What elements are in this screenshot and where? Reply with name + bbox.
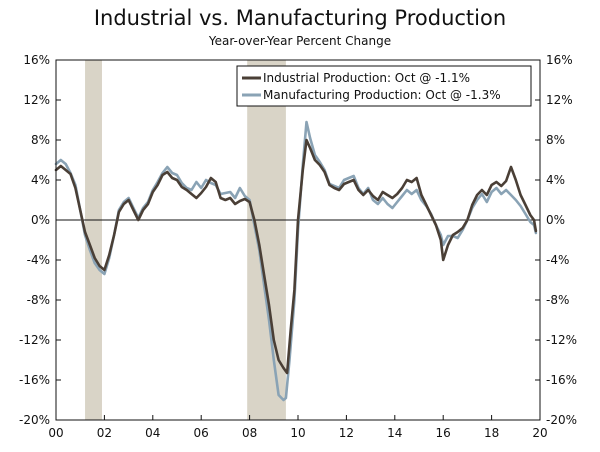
legend: Industrial Production: Oct @ -1.1% Manufa… xyxy=(236,65,532,107)
y-tick-label-left: -8% xyxy=(27,293,50,307)
chart-subtitle: Year-over-Year Percent Change xyxy=(208,34,392,48)
y-tick-label-left: -16% xyxy=(19,373,50,387)
x-tick-label: 04 xyxy=(145,426,160,440)
recession-band-1 xyxy=(85,60,102,420)
y-tick-label-left: 4% xyxy=(31,173,50,187)
y-tick-label-left: -4% xyxy=(27,253,50,267)
legend-label-industrial: Industrial Production: Oct @ -1.1% xyxy=(263,71,470,85)
y-tick-label-right: 12% xyxy=(546,93,573,107)
x-tick-label: 08 xyxy=(242,426,257,440)
y-tick-label-right: -12% xyxy=(546,333,577,347)
legend-label-manufacturing: Manufacturing Production: Oct @ -1.3% xyxy=(263,88,501,102)
x-tick-label: 16 xyxy=(436,426,451,440)
y-tick-label-left: -20% xyxy=(19,413,50,427)
y-tick-label-left: 12% xyxy=(23,93,50,107)
x-tick-label: 06 xyxy=(194,426,209,440)
axis-ticks: 16% 16% 12% 12% 8% 8% 4% 4% 0% 0% -4% -4% -8% -8% -12%… xyxy=(19,53,577,440)
x-tick-label: 12 xyxy=(339,426,354,440)
y-tick-label-left: 0% xyxy=(31,213,50,227)
y-tick-label-right: 0% xyxy=(546,213,565,227)
x-tick-label: 20 xyxy=(532,426,547,440)
legend-box xyxy=(236,65,532,107)
y-tick-label-right: 4% xyxy=(546,173,565,187)
y-tick-label-right: 8% xyxy=(546,133,565,147)
y-tick-label-right: 16% xyxy=(546,53,573,67)
y-tick-label-left: 8% xyxy=(31,133,50,147)
x-tick-label: 14 xyxy=(387,426,402,440)
chart-title: Industrial vs. Manufacturing Production xyxy=(93,6,507,30)
y-tick-label-right: -4% xyxy=(546,253,569,267)
x-tick-label: 10 xyxy=(290,426,305,440)
series-line-industrial xyxy=(54,138,538,375)
recession-bands xyxy=(85,60,286,420)
y-tick-label-right: -20% xyxy=(546,413,577,427)
recession-band-2 xyxy=(247,60,286,420)
x-tick-label: 18 xyxy=(484,426,499,440)
x-tick-label: 00 xyxy=(48,426,63,440)
y-tick-label-right: -8% xyxy=(546,293,569,307)
x-tick-label: 02 xyxy=(97,426,112,440)
y-tick-label-left: 16% xyxy=(23,53,50,67)
series-lines xyxy=(54,120,538,402)
y-tick-label-right: -16% xyxy=(546,373,577,387)
y-tick-label-left: -12% xyxy=(19,333,50,347)
